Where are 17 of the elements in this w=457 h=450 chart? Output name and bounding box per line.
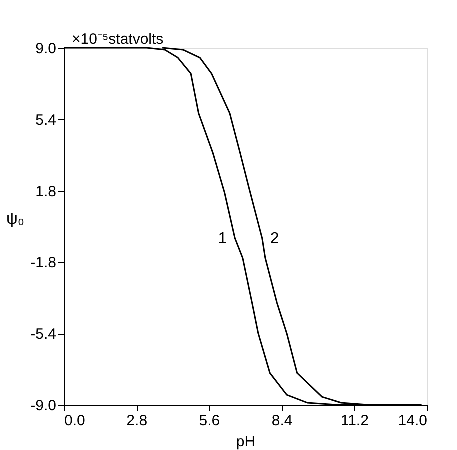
x-tick-label: 14.0 [398,412,428,430]
x-tick-label: 0.0 [64,412,86,430]
x-tick-label: 8.4 [272,412,293,430]
y-tick-label: 1.8 [36,183,56,200]
y-tick-label: -1.8 [30,254,56,272]
x-tick-label: 5.6 [199,412,220,430]
series-label: 2 [270,230,280,248]
x-axis-title: pH [236,434,256,450]
series-label: 1 [218,230,228,248]
text: ×10⁻⁵statvolts [72,31,164,48]
y-tick-label: -5.4 [30,326,56,344]
x-tick-label: 11.2 [340,412,369,430]
y-tick-label: -9.0 [30,398,56,414]
y-axis-title: ψ₀ [6,211,24,228]
y-tick-label: 5.4 [36,112,56,129]
x-tick-label: 2.8 [126,412,148,430]
y-tick-label: 9.0 [36,40,56,58]
